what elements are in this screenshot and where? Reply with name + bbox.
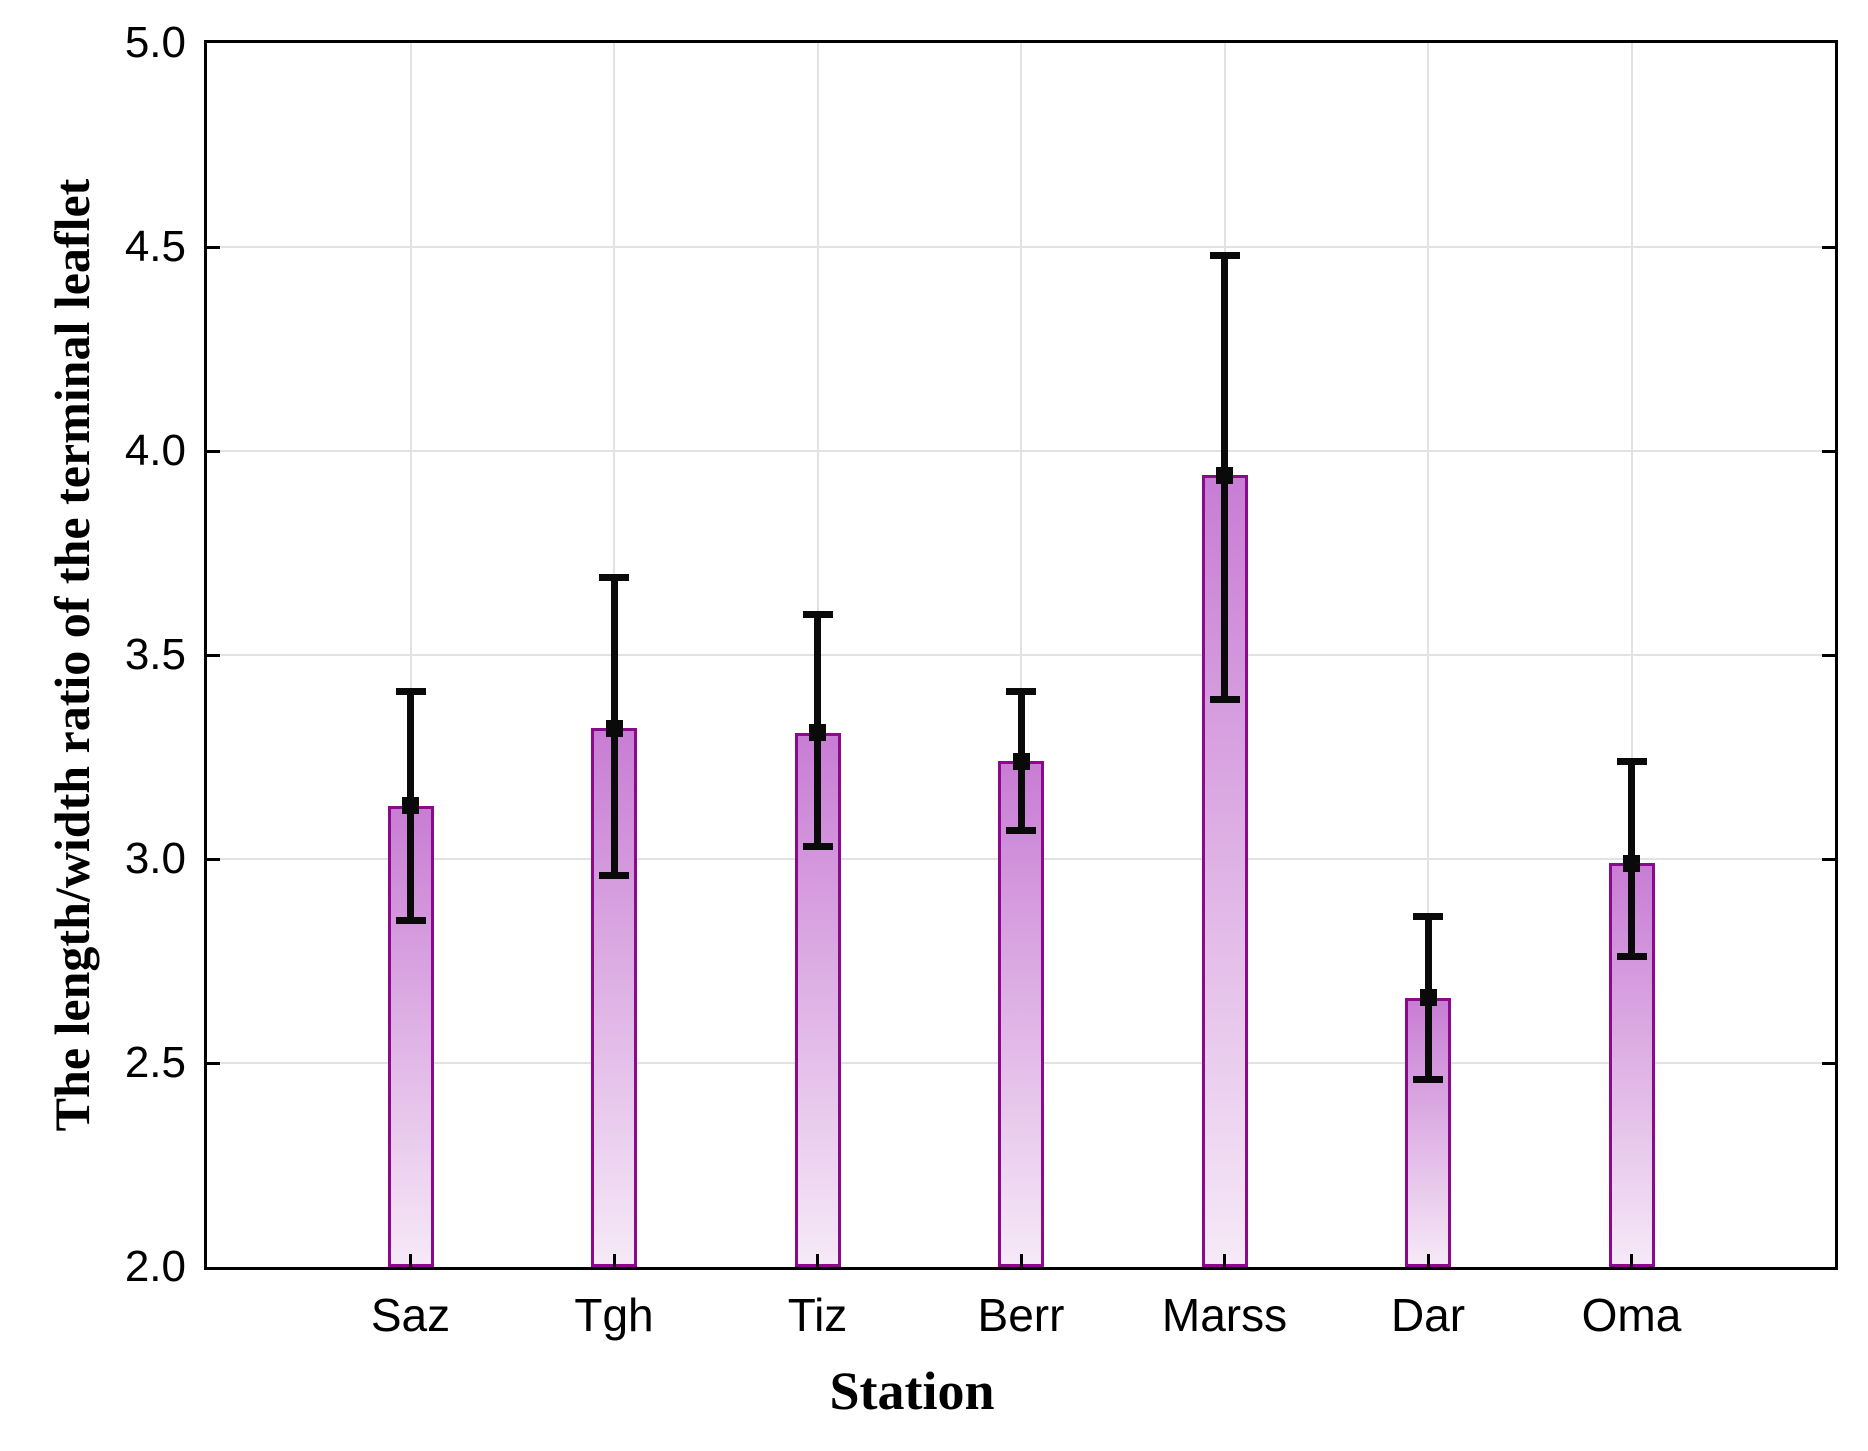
error-bar-cap-lower bbox=[802, 843, 833, 851]
y-tick-label: 4.5 bbox=[124, 222, 186, 271]
error-bar-cap-upper bbox=[395, 688, 426, 696]
y-tick-label: 3.0 bbox=[124, 834, 186, 883]
y-axis-tick bbox=[207, 857, 220, 861]
mean-marker bbox=[1012, 752, 1030, 770]
error-bar-cap-upper bbox=[599, 573, 629, 581]
error-bar-cap-lower bbox=[1413, 1075, 1443, 1083]
x-axis-title: Station bbox=[829, 1361, 995, 1421]
bar bbox=[1201, 475, 1248, 1267]
error-bar-cap-upper bbox=[802, 610, 833, 618]
mean-marker bbox=[809, 724, 826, 742]
x-axis-tick bbox=[1019, 1254, 1023, 1267]
bar bbox=[998, 761, 1044, 1267]
y-axis-tick bbox=[1822, 653, 1835, 657]
y-axis-tick bbox=[207, 245, 220, 249]
horizontal-gridline bbox=[207, 450, 1835, 452]
y-tick-label: 4.0 bbox=[124, 426, 186, 475]
horizontal-gridline bbox=[207, 654, 1835, 656]
x-axis-tick bbox=[816, 1254, 819, 1267]
x-tick-label: Oma bbox=[1581, 1289, 1682, 1341]
x-axis-tick bbox=[1630, 1254, 1633, 1267]
error-bar-cap-upper bbox=[1209, 251, 1240, 259]
error-bar-cap-upper bbox=[1616, 757, 1647, 765]
mean-marker bbox=[1419, 989, 1437, 1007]
plot-area bbox=[204, 40, 1838, 1270]
y-axis-tick bbox=[207, 449, 220, 453]
y-axis-tick bbox=[1822, 449, 1835, 453]
y-tick-label: 2.0 bbox=[124, 1242, 186, 1291]
y-axis-tick bbox=[207, 1061, 220, 1065]
error-bar-cap-upper bbox=[1006, 688, 1036, 696]
mean-marker bbox=[1216, 466, 1233, 484]
x-tick-label: Tgh bbox=[574, 1289, 654, 1341]
y-tick-label: 3.5 bbox=[124, 630, 186, 679]
mean-marker bbox=[402, 797, 419, 815]
error-bar-cap-lower bbox=[599, 871, 629, 879]
y-axis-tick bbox=[207, 653, 220, 657]
x-tick-label: Tiz bbox=[787, 1289, 848, 1341]
x-tick-label: Marss bbox=[1161, 1289, 1288, 1341]
y-axis-tick bbox=[1822, 1061, 1835, 1065]
x-tick-label: Berr bbox=[977, 1289, 1065, 1341]
y-tick-label: 2.5 bbox=[124, 1038, 186, 1087]
mean-marker bbox=[605, 719, 623, 737]
y-axis-tick bbox=[1822, 245, 1835, 249]
error-bar-cap-lower bbox=[1209, 696, 1240, 704]
x-axis-tick bbox=[612, 1254, 616, 1267]
x-tick-label: Saz bbox=[370, 1289, 451, 1341]
error-bar-cap-lower bbox=[1616, 953, 1647, 961]
x-axis-tick bbox=[1223, 1254, 1226, 1267]
x-tick-label: Dar bbox=[1390, 1289, 1466, 1341]
y-axis-tick bbox=[1822, 857, 1835, 861]
x-axis-tick bbox=[1426, 1254, 1430, 1267]
y-tick-label: 5.0 bbox=[124, 18, 186, 67]
x-axis-tick bbox=[409, 1254, 412, 1267]
error-bar-cap-lower bbox=[395, 916, 426, 924]
error-bar-cap-upper bbox=[1413, 912, 1443, 920]
error-bar-cap-lower bbox=[1006, 826, 1036, 834]
bar bbox=[1608, 863, 1655, 1267]
mean-marker bbox=[1623, 854, 1640, 872]
horizontal-gridline bbox=[207, 246, 1835, 248]
